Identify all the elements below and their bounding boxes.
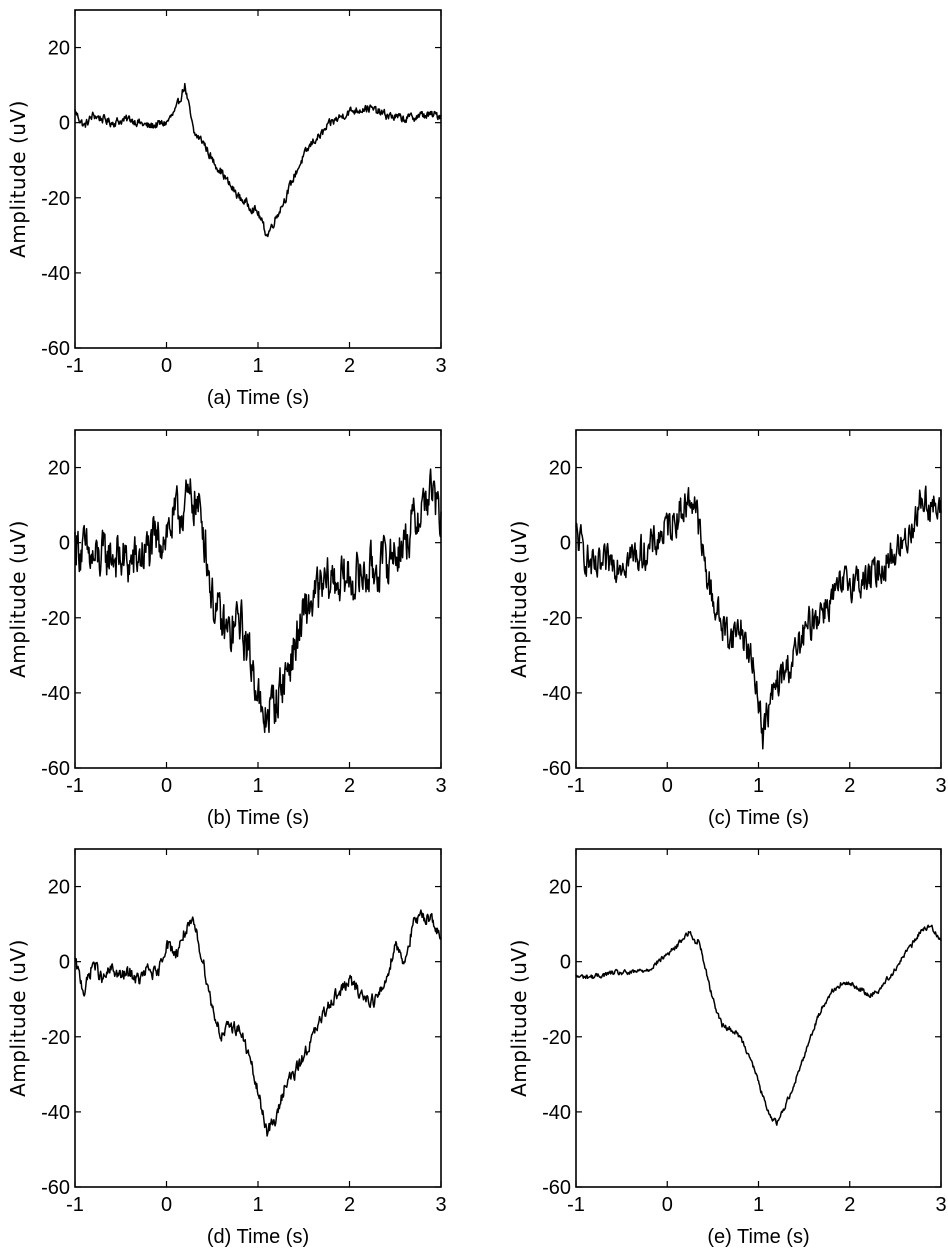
signal-trace — [576, 486, 941, 749]
y-axis-label: Amplitude (uV) — [6, 939, 30, 1097]
y-axis-label: Amplitude (uV) — [507, 939, 531, 1097]
x-tick-label: 1 — [252, 775, 263, 797]
x-tick-label: 2 — [844, 1194, 855, 1216]
y-tick-label: -60 — [41, 758, 70, 780]
y-tick-label: -40 — [542, 683, 571, 705]
x-tick-label: 1 — [252, 355, 263, 377]
y-tick-label: -40 — [41, 1102, 70, 1124]
y-tick-label: 20 — [48, 38, 70, 60]
x-axis-label: (a) Time (s) — [207, 387, 309, 409]
x-tick-label: 0 — [161, 775, 172, 797]
x-tick-label: 3 — [435, 1194, 446, 1216]
y-tick-label: -20 — [542, 608, 571, 630]
x-tick-label: 2 — [344, 775, 355, 797]
y-tick-label: -60 — [41, 1177, 70, 1199]
x-axis-label: (e) Time (s) — [707, 1226, 809, 1248]
y-tick-label: -40 — [41, 263, 70, 285]
x-axis-label: (d) Time (s) — [207, 1226, 309, 1248]
plot-frame — [75, 430, 441, 768]
x-axis-label: (b) Time (s) — [207, 807, 309, 829]
x-tick-label: 2 — [844, 775, 855, 797]
y-tick-label: 0 — [59, 113, 70, 135]
y-tick-label: -20 — [542, 1027, 571, 1049]
y-tick-label: -40 — [41, 683, 70, 705]
x-tick-label: 0 — [161, 1194, 172, 1216]
y-tick-label: 20 — [48, 877, 70, 899]
y-tick-label: 20 — [48, 458, 70, 480]
y-tick-label: 0 — [560, 533, 571, 555]
x-tick-label: 1 — [753, 775, 764, 797]
y-tick-label: 0 — [59, 952, 70, 974]
x-tick-label: 1 — [753, 1194, 764, 1216]
y-tick-label: -40 — [542, 1102, 571, 1124]
y-tick-label: 20 — [549, 458, 571, 480]
x-axis-label: (c) Time (s) — [708, 807, 809, 829]
y-tick-label: -60 — [542, 1177, 571, 1199]
x-tick-label: 0 — [662, 775, 673, 797]
signal-trace — [75, 910, 441, 1136]
plot-frame — [576, 430, 941, 768]
y-axis-label: Amplitude (uV) — [507, 520, 531, 678]
y-tick-label: -60 — [41, 338, 70, 360]
plot-frame — [75, 10, 441, 348]
x-tick-label: 2 — [344, 355, 355, 377]
signal-trace — [75, 84, 441, 237]
signal-trace — [576, 925, 941, 1125]
plot-frame — [75, 849, 441, 1187]
y-tick-label: -20 — [41, 188, 70, 210]
x-tick-label: 0 — [662, 1194, 673, 1216]
x-tick-label: 2 — [344, 1194, 355, 1216]
x-tick-label: 3 — [435, 355, 446, 377]
y-tick-label: 0 — [560, 952, 571, 974]
x-tick-label: 3 — [935, 1194, 946, 1216]
y-tick-label: -20 — [41, 608, 70, 630]
y-tick-label: -60 — [542, 758, 571, 780]
y-tick-label: 0 — [59, 533, 70, 555]
y-axis-label: Amplitude (uV) — [6, 520, 30, 678]
y-tick-label: 20 — [549, 877, 571, 899]
x-tick-label: 1 — [252, 1194, 263, 1216]
y-tick-label: -20 — [41, 1027, 70, 1049]
x-tick-label: 0 — [161, 355, 172, 377]
y-axis-label: Amplitude (uV) — [6, 100, 30, 258]
x-tick-label: 3 — [935, 775, 946, 797]
x-tick-label: 3 — [435, 775, 446, 797]
plot-frame — [576, 849, 941, 1187]
signal-trace — [75, 469, 441, 732]
